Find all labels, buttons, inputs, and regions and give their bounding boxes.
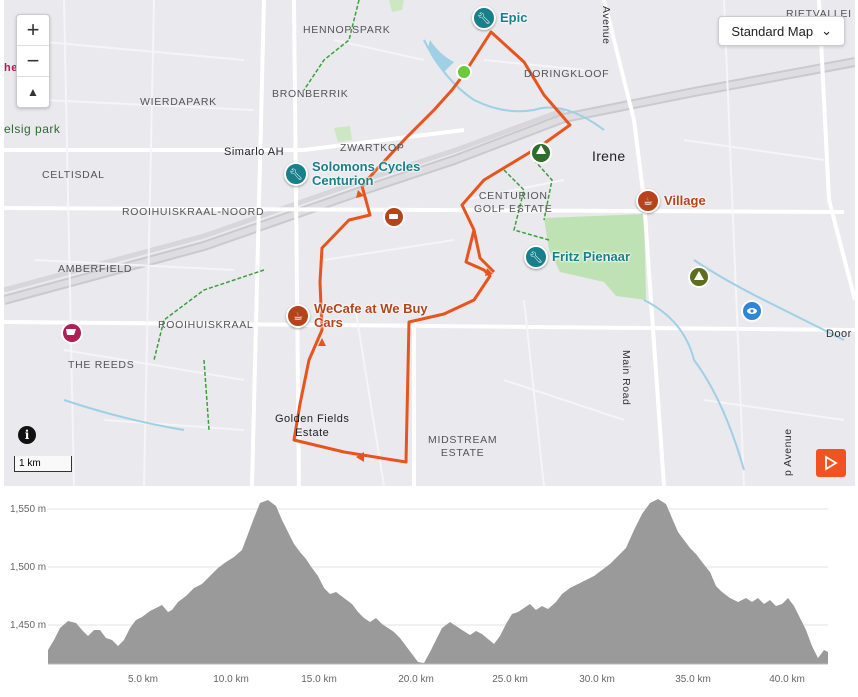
area-label-midstream: MIDSTREAM ESTATE <box>428 434 498 459</box>
x-tick-30km: 30.0 km <box>579 674 615 685</box>
poi-fritz-label: Fritz Pienaar <box>552 249 631 264</box>
elevation-area <box>48 499 828 664</box>
poi-fritz-pienaar[interactable]: 🔧︎ Fritz Pienaar <box>524 245 630 269</box>
play-icon <box>825 455 838 471</box>
area-label-rooihuiskraal: ROOIHUISKRAAL <box>158 319 254 331</box>
area-label-celtisdal: CELTISDAL <box>42 169 105 181</box>
map-style-dropdown[interactable]: Standard Map ⌄ <box>718 16 845 46</box>
wrench-icon: 🔧︎ <box>524 245 548 269</box>
y-tick-1550: 1,550 m <box>10 504 47 515</box>
zoom-out-button[interactable]: − <box>17 46 49 77</box>
coffee-cup-icon: ☕︎ <box>286 304 310 328</box>
area-label-bronberrik: BRONBERRIK <box>272 88 349 100</box>
area-label-elsig-park: elsig park <box>4 122 61 136</box>
area-label-doringkloof: DORINGKLOOF <box>524 68 610 80</box>
cafe-pin-unlabeled <box>383 206 405 228</box>
poi-epic-label: Epic <box>500 10 528 25</box>
area-label-edge: he <box>4 62 18 74</box>
area-label-irene: Irene <box>592 148 626 164</box>
map-style-label: Standard Map <box>731 23 814 39</box>
elevation-chart <box>48 499 828 665</box>
x-tick-25km: 25.0 km <box>492 674 528 685</box>
road-label-avenue-bottom: p Avenue <box>782 428 794 476</box>
campsite-pin <box>688 266 710 288</box>
area-label-wierdapark: WIERDAPARK <box>140 96 217 108</box>
area-label-golden-fields: Golden Fields Estate <box>275 413 350 439</box>
wrench-icon: 🔧︎ <box>472 6 496 30</box>
start-marker <box>456 64 472 80</box>
poi-epic[interactable]: 🔧︎ Epic <box>472 6 527 30</box>
map-canvas <box>4 0 855 486</box>
play-flyover-button[interactable] <box>816 449 846 477</box>
area-label-doorn: Door <box>826 328 852 340</box>
x-tick-35km: 35.0 km <box>675 674 711 685</box>
shop-pin <box>61 322 83 344</box>
road-label-avenue: Avenue <box>600 6 612 45</box>
viewpoint-pin <box>741 300 763 322</box>
map-view[interactable]: HENNOPSPARK BRONBERRIK WIERDAPARK elsig … <box>4 0 855 486</box>
zoom-controls: + − ▲ <box>16 14 50 108</box>
area-label-the-reeds: THE REEDS <box>68 359 135 371</box>
chevron-down-icon: ⌄ <box>821 23 832 38</box>
area-label-hennopspark: HENNOPSPARK <box>303 24 391 36</box>
park-pin <box>530 142 552 164</box>
wrench-icon: 🔧︎ <box>284 162 308 186</box>
poi-solomons-cycles[interactable]: 🔧︎ Solomons Cycles Centurion <box>284 160 420 188</box>
area-label-amberfield: AMBERFIELD <box>58 263 133 275</box>
poi-village-label: Village <box>664 193 706 208</box>
coffee-cup-icon: ☕︎ <box>636 189 660 213</box>
compass-button[interactable]: ▲ <box>27 85 39 99</box>
poi-village[interactable]: ☕︎ Village <box>636 189 706 213</box>
x-tick-5km: 5.0 km <box>127 674 159 685</box>
poi-wecafe[interactable]: ☕︎ WeCafe at We Buy Cars <box>286 302 428 330</box>
x-tick-10km: 10.0 km <box>213 674 249 685</box>
area-label-rooihuiskraal-noord: ROOIHUISKRAAL-NOORD <box>122 206 265 218</box>
road-label-main-road: Main Road <box>620 350 632 406</box>
x-tick-15km: 15.0 km <box>301 674 337 685</box>
x-tick-40km: 40.0 km <box>769 674 805 685</box>
poi-wecafe-label: WeCafe at We Buy Cars <box>314 301 428 330</box>
area-label-simarlo: Simarlo AH <box>224 146 285 158</box>
scale-bar: 1 km <box>14 456 72 472</box>
y-tick-1450: 1,450 m <box>10 620 47 631</box>
info-icon[interactable]: i <box>18 426 36 444</box>
y-tick-1500: 1,500 m <box>10 562 47 573</box>
area-label-centurion-golf: CENTURION GOLF ESTATE <box>474 190 553 215</box>
zoom-in-button[interactable]: + <box>17 15 49 46</box>
elevation-profile[interactable]: 1,550 m 1,500 m 1,450 m 5.0 km 10.0 km 1… <box>0 490 858 692</box>
poi-solomons-label: Solomons Cycles Centurion <box>312 159 421 188</box>
area-label-zwartkop: ZWARTKOP <box>340 142 405 154</box>
x-tick-20km: 20.0 km <box>398 674 434 685</box>
